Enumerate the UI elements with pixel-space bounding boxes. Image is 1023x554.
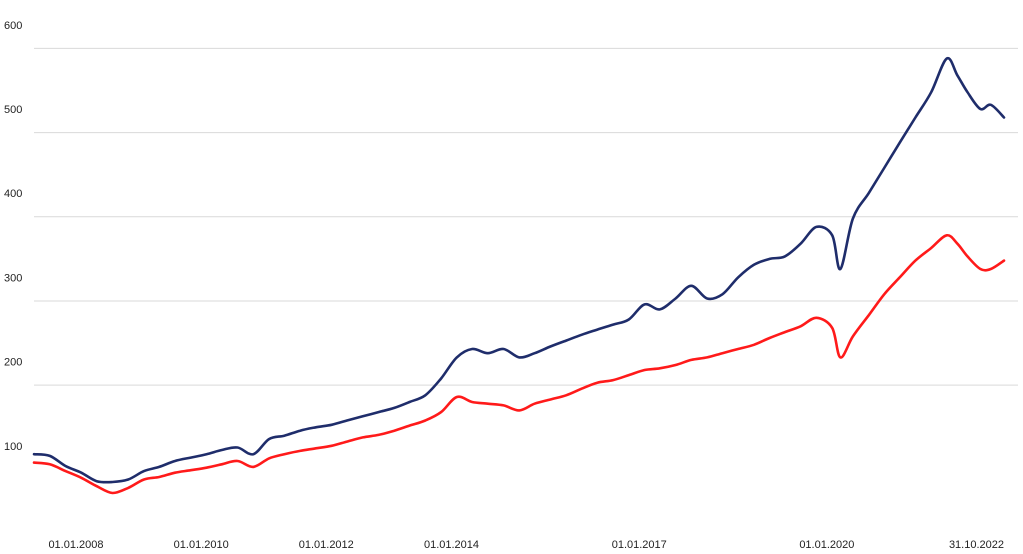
x-tick-label: 01.01.2008 [48, 539, 103, 551]
y-tick-label: 600 [4, 20, 22, 32]
y-tick-label: 500 [4, 104, 22, 116]
x-tick-label: 01.01.2014 [424, 539, 479, 551]
x-axis-ticks: 01.01.2008 01.01.2010 01.01.2012 01.01.2014… [48, 539, 1004, 551]
x-tick-label: 01.01.2012 [299, 539, 354, 551]
x-tick-label: 31.10.2022 [949, 539, 1004, 551]
series-line-2 [32, 233, 1006, 495]
series-line-1 [32, 56, 1006, 484]
gridlines [34, 47, 1018, 386]
y-tick-label: 400 [4, 188, 22, 200]
y-tick-label: 300 [4, 272, 22, 284]
x-tick-label: 01.01.2017 [612, 539, 667, 551]
series-lines [32, 56, 1006, 495]
y-axis-ticks: 100 200 300 400 500 600 [4, 20, 22, 453]
x-tick-label: 01.01.2010 [174, 539, 229, 551]
y-tick-label: 100 [4, 441, 22, 453]
y-tick-label: 200 [4, 357, 22, 369]
x-tick-label: 01.01.2020 [799, 539, 854, 551]
